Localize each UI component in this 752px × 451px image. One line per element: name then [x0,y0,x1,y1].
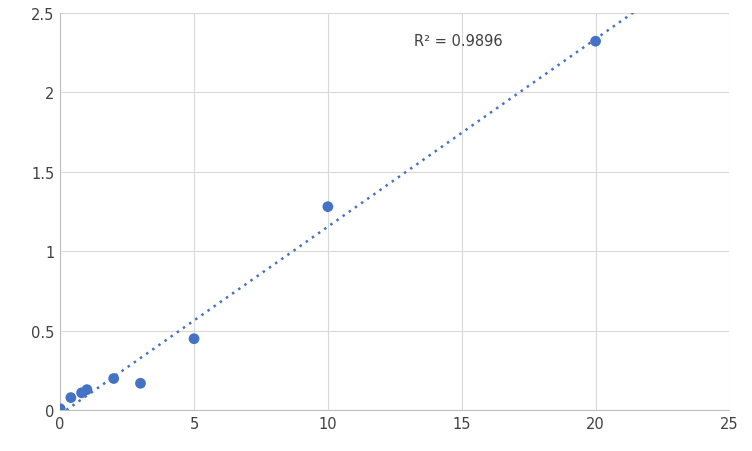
Point [322,203,334,211]
Point [108,375,120,382]
Point [188,336,200,343]
Text: R² = 0.9896: R² = 0.9896 [414,33,502,48]
Point [54,405,66,412]
Point [81,386,93,393]
Point [135,380,147,387]
Point [65,394,77,401]
Point [590,38,602,46]
Point [75,389,87,396]
